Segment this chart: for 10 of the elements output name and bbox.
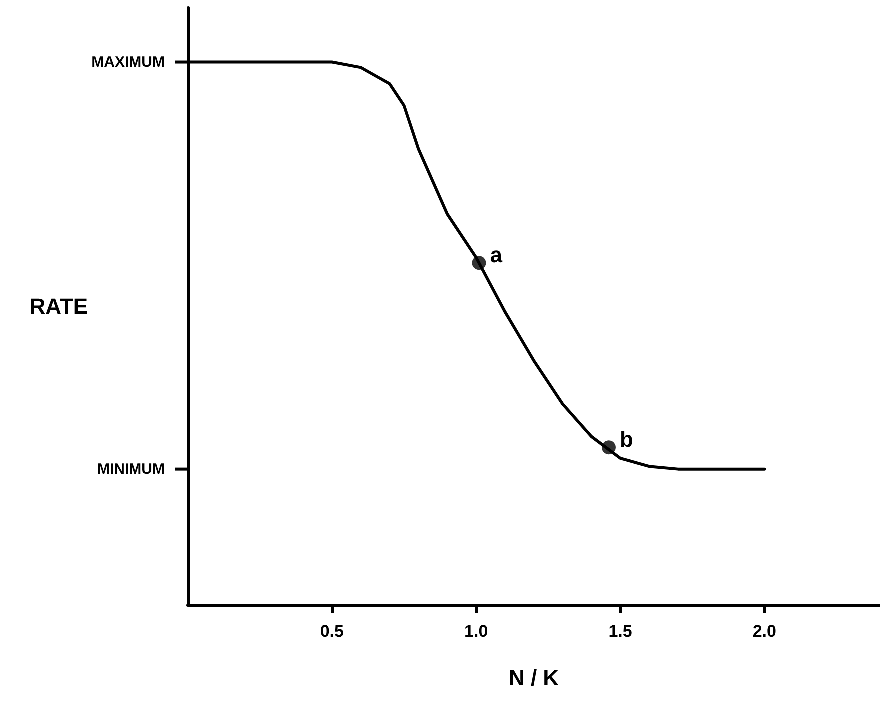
x-tick-label: 1.5: [608, 622, 632, 641]
y-axis-title: RATE: [30, 294, 88, 319]
x-tick-label: 2.0: [752, 622, 776, 641]
text: MINIMUM: [98, 460, 165, 478]
annotation: a: [490, 242, 504, 268]
x-tick-label: 1.0: [464, 622, 488, 641]
annotation: b: [620, 427, 634, 452]
x-tick-label: 0.5: [320, 622, 344, 641]
text: MAXIMUM: [92, 54, 165, 71]
x-axis-title: N / K: [508, 666, 560, 690]
